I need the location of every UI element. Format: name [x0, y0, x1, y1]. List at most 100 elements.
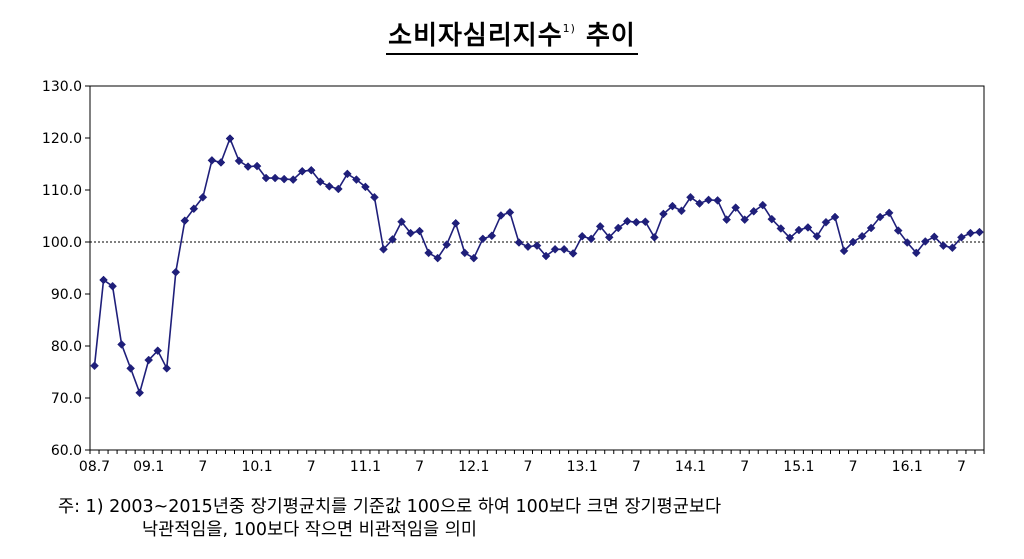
data-point — [144, 355, 154, 365]
data-point — [487, 231, 497, 241]
y-tick-label: 120.0 — [42, 131, 82, 147]
data-point — [966, 228, 975, 238]
x-tick-label: 13.1 — [567, 459, 598, 475]
data-point — [189, 204, 199, 214]
x-tick-label: 11.1 — [350, 459, 381, 475]
title-footnote-mark: 1) — [562, 22, 576, 35]
data-point — [677, 206, 686, 216]
data-point — [839, 246, 849, 256]
data-point — [559, 244, 569, 254]
data-point — [731, 203, 741, 213]
data-point — [939, 241, 948, 250]
data-point — [288, 175, 298, 184]
data-point — [433, 253, 443, 263]
data-point — [135, 388, 145, 398]
data-point — [397, 217, 406, 227]
data-point — [803, 223, 813, 232]
data-point — [343, 169, 352, 179]
data-point — [740, 215, 750, 224]
data-point — [893, 226, 903, 235]
data-point — [686, 192, 695, 202]
x-tick-label: 7 — [307, 459, 316, 475]
data-point — [641, 217, 650, 227]
data-point — [830, 212, 840, 222]
data-point — [794, 225, 804, 235]
data-point — [613, 223, 623, 233]
y-tick-label: 80.0 — [51, 339, 82, 355]
data-point — [361, 182, 370, 192]
data-point — [333, 184, 343, 194]
x-tick-label: 7 — [524, 459, 533, 475]
chart-title-text: 소비자심리지수1) 추이 — [386, 14, 638, 55]
data-point — [875, 212, 885, 222]
data-point — [920, 237, 930, 246]
title-main: 소비자심리지수 — [388, 21, 563, 51]
x-tick-label: 7 — [198, 459, 207, 475]
data-point — [234, 156, 244, 166]
data-point — [379, 244, 388, 254]
data-point — [406, 228, 415, 238]
y-tick-label: 100.0 — [42, 235, 82, 251]
data-point — [975, 227, 984, 237]
data-point — [848, 237, 858, 247]
data-point — [216, 158, 226, 167]
y-tick-label: 90.0 — [51, 287, 82, 303]
data-point — [695, 199, 704, 208]
data-point — [108, 281, 117, 291]
data-point — [758, 200, 768, 210]
data-point — [442, 240, 452, 249]
data-point — [99, 275, 108, 285]
data-point — [821, 217, 831, 227]
x-tick-label: 7 — [849, 459, 858, 475]
data-point — [586, 234, 596, 244]
data-point — [722, 215, 731, 224]
y-tick-label: 60.0 — [51, 443, 82, 459]
data-point — [315, 177, 325, 187]
data-point — [306, 165, 316, 175]
data-point — [388, 235, 397, 244]
data-point — [523, 242, 533, 252]
x-tick-label: 15.1 — [783, 459, 814, 475]
data-point — [153, 346, 163, 356]
data-point — [514, 238, 524, 247]
data-point — [478, 234, 488, 244]
data-point — [767, 214, 777, 224]
title-suffix: 추이 — [575, 21, 636, 51]
y-tick-label: 110.0 — [42, 183, 82, 199]
data-point — [469, 253, 479, 263]
data-point — [279, 174, 289, 184]
data-point — [225, 134, 235, 143]
data-point — [785, 233, 795, 243]
data-point — [902, 238, 912, 247]
data-point — [496, 211, 506, 220]
line-chart: 60.0 70.0 80.0 90.0 100.0 110.0 120.0 130.0 08.7… — [42, 79, 985, 475]
data-point — [650, 232, 659, 242]
data-point — [207, 156, 217, 165]
data-point — [117, 340, 126, 349]
data-point — [577, 231, 587, 241]
data-point — [505, 208, 515, 217]
y-tick-label: 130.0 — [42, 79, 82, 95]
data-point — [668, 201, 677, 211]
data-point — [622, 216, 632, 226]
data-point — [749, 206, 759, 216]
data-point — [162, 364, 172, 373]
data-point — [126, 364, 135, 373]
data-point — [352, 175, 361, 184]
data-point — [252, 161, 262, 171]
chart-title: 소비자심리지수1) 추이 — [0, 14, 1024, 55]
data-point — [324, 182, 334, 191]
x-tick-label: 08.7 — [79, 459, 110, 475]
x-tick-label: 7 — [957, 459, 966, 475]
data-point — [541, 251, 551, 261]
x-tick-label: 7 — [632, 459, 641, 475]
data-point — [270, 173, 280, 183]
data-point — [171, 267, 181, 277]
data-point — [297, 166, 307, 176]
footnote: 주: 1) 2003~2015년중 장기평균치를 기준값 100으로 하여 10… — [58, 496, 721, 542]
x-tick-label: 09.1 — [133, 459, 164, 475]
data-point — [460, 248, 470, 258]
data-point — [568, 249, 578, 258]
plot-area — [89, 85, 985, 451]
data-point — [424, 248, 433, 258]
